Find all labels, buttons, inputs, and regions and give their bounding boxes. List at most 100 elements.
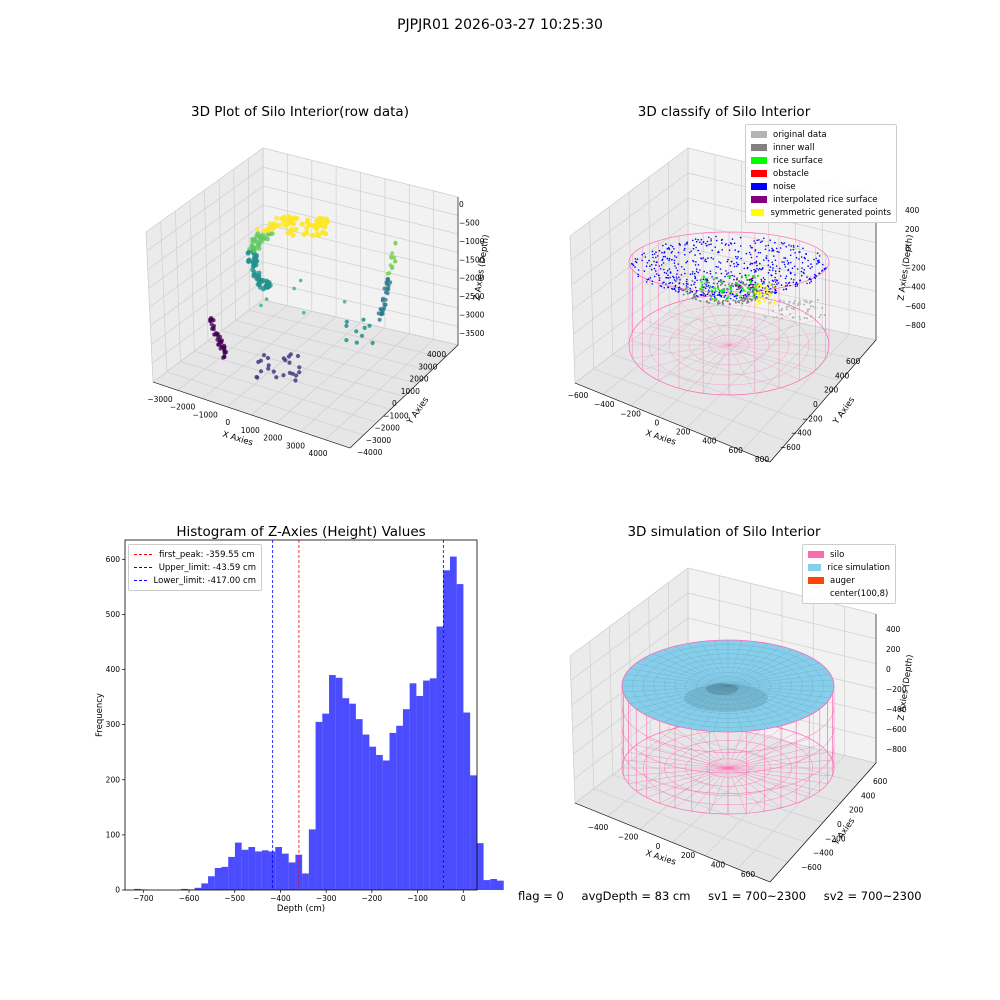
cls-noise-point — [684, 247, 686, 250]
cls-noise-point — [677, 251, 680, 254]
legend-item: symmetric generated points — [751, 206, 891, 219]
cls-inner-wall-point — [717, 300, 720, 303]
cls-noise-point — [733, 262, 735, 265]
cls-noise-point — [803, 268, 806, 271]
sim-surface-mesh-spoke — [643, 685, 729, 715]
raw-point — [291, 221, 297, 227]
hist-bar — [476, 843, 484, 890]
raw-point — [246, 257, 252, 263]
sim-silo-floor-spoke — [691, 724, 729, 769]
cls-noise-point — [789, 254, 792, 257]
cls-noise-point — [806, 276, 808, 279]
cls-noise-point — [733, 265, 736, 268]
sim-surface-mesh-spoke — [663, 649, 729, 687]
cls-noise-point — [753, 240, 755, 242]
hist-bar — [463, 712, 471, 890]
legend-swatch — [751, 170, 767, 177]
cls-original-point — [788, 313, 791, 316]
raw-point — [325, 219, 331, 225]
cls-original-point — [806, 310, 809, 313]
cls-noise-point — [654, 270, 657, 272]
cls-symmetric-point — [765, 286, 768, 289]
sim-surface-mesh-spoke — [652, 685, 729, 719]
cls-noise-point — [658, 265, 661, 267]
raw-point — [254, 375, 259, 380]
cls-noise-point — [754, 281, 757, 284]
raw-point — [269, 231, 275, 237]
cls-xtick: 0 — [654, 418, 659, 427]
cls-noise-point — [690, 290, 692, 293]
cls-noise-point — [774, 241, 776, 244]
raw-point — [385, 278, 390, 283]
cls-noise-point — [735, 255, 737, 258]
cls-noise-point — [706, 278, 708, 280]
raw-x-axis — [152, 381, 351, 449]
cls-noise-point — [736, 295, 738, 297]
cls-noise-point — [714, 246, 716, 248]
cls-noise-point — [630, 262, 633, 265]
cls-original-point — [785, 305, 788, 308]
hist-bar — [181, 888, 188, 890]
cls-rice-point — [748, 292, 751, 295]
cls-original-point — [819, 313, 822, 316]
raw-point — [382, 286, 387, 291]
cls-rice-point — [751, 288, 754, 291]
cls-noise-point — [771, 247, 773, 250]
sv1-value: sv1 = 700~2300 — [708, 889, 807, 903]
cls-symmetric-point — [772, 301, 776, 304]
raw-grid-z — [150, 242, 459, 327]
cls-noise-point — [669, 276, 671, 279]
cls-noise-point — [663, 271, 666, 274]
cls-inner-wall-point — [691, 297, 694, 300]
cls-noise-point — [785, 246, 787, 248]
cls-inner-wall-point — [721, 301, 724, 304]
cls-noise-point — [764, 278, 766, 281]
cls-noise-point — [693, 244, 695, 246]
legend-label: original data — [773, 129, 827, 140]
legend-swatch — [751, 209, 765, 216]
cls-noise-point — [676, 273, 678, 275]
sim-surface-mesh-spoke — [714, 685, 729, 732]
cls-noise-point — [718, 293, 721, 296]
cls-noise-point — [691, 271, 694, 273]
cls-noise-point — [677, 291, 680, 293]
cls-inner-wall-point — [746, 292, 749, 294]
cls-original-point — [810, 315, 813, 318]
cls-noise-point — [822, 263, 824, 266]
sim-silo-wall-ring — [621, 706, 835, 753]
sim-silo-floor-spoke — [691, 767, 729, 812]
cls-noise-point — [713, 293, 715, 296]
status-line: flag = 0 avgDepth = 83 cm sv1 = 700~2300… — [518, 889, 922, 903]
cls-noise-point — [696, 279, 698, 282]
cls-noise-point — [666, 257, 669, 260]
cls-noise-point — [743, 262, 746, 265]
sim-surface-mesh-spoke — [727, 685, 834, 693]
cls-noise-point — [771, 250, 773, 252]
cls-inner-wall-point — [721, 282, 724, 285]
sim-ytick: −600 — [801, 863, 822, 872]
cls-noise-point — [748, 251, 751, 254]
cls-rice-point — [756, 274, 759, 277]
sim-silo-floor-spoke — [623, 759, 729, 769]
cls-inner-wall-point — [691, 280, 694, 282]
raw-xtick: 1000 — [241, 426, 260, 435]
cls-noise-point — [774, 289, 777, 292]
cls-noise-point — [632, 264, 635, 267]
cls-ytick: 400 — [835, 371, 850, 380]
cls-symmetric-point — [760, 297, 763, 300]
cls-noise-point — [651, 280, 654, 283]
cls-noise-point — [772, 267, 774, 269]
cls-noise-point — [653, 267, 656, 270]
sim-xtick: 600 — [741, 870, 756, 879]
cls-original-point — [792, 308, 795, 311]
cls-symmetric-point — [756, 299, 759, 302]
cls-noise-point — [796, 285, 798, 287]
cls-noise-point — [796, 245, 799, 247]
cls-noise-point — [758, 239, 760, 241]
cls-noise-point — [733, 242, 736, 245]
cls-noise-point — [684, 272, 686, 275]
cls-noise-point — [662, 262, 665, 264]
cls-noise-point — [670, 251, 673, 254]
cls-noise-point — [648, 259, 650, 262]
cls-noise-point — [711, 293, 714, 296]
